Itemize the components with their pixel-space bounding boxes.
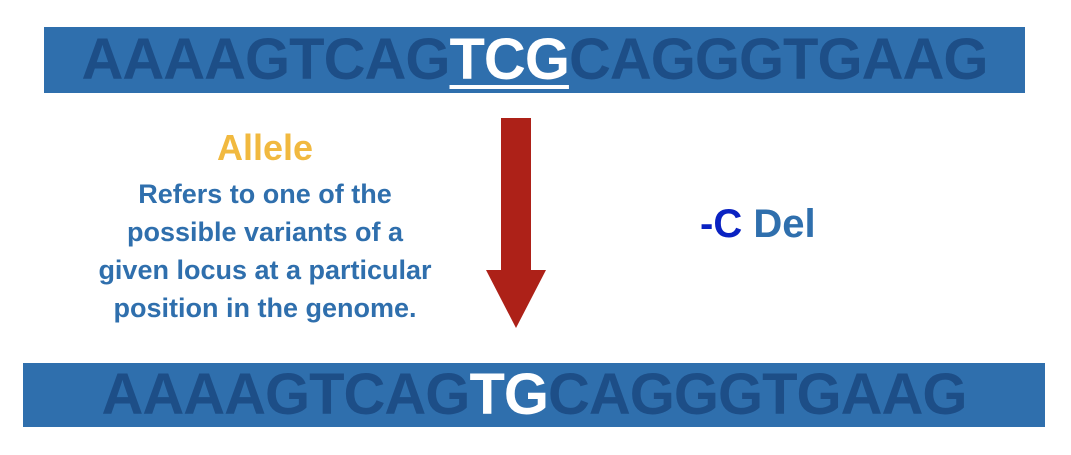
arrow-down-icon [486, 118, 546, 328]
mutation-type: Del [753, 202, 816, 246]
mutated-sequence-bar: AAAAGTCAG TG CAGGGTGAAG [23, 363, 1045, 427]
definition-line: position in the genome. [113, 293, 417, 323]
mutated-sequence-prefix: AAAAGTCAG [101, 363, 470, 427]
definition-line: Refers to one of the [138, 179, 392, 209]
definition-term: Allele [216, 127, 314, 168]
mutation-label: -C Del [700, 200, 816, 248]
mutated-sequence-suffix: CAGGGTGAAG [547, 363, 968, 427]
definition-line: given locus at a particular [98, 255, 432, 285]
mutation-symbol: -C [700, 202, 743, 246]
definition-line: possible variants of a [126, 217, 404, 247]
original-sequence-prefix: AAAAGTCAG [81, 27, 451, 92]
original-sequence-highlight: TCG [449, 27, 570, 92]
mutated-sequence-highlight: TG [469, 363, 549, 427]
original-sequence-bar: AAAAGTCAG TCG CAGGGTGAAG [44, 27, 1025, 93]
definition-text: Refers to one of the possible variants o… [60, 175, 470, 327]
arrow-down-shape [486, 118, 546, 328]
original-sequence-suffix: CAGGGTGAAG [568, 27, 989, 92]
